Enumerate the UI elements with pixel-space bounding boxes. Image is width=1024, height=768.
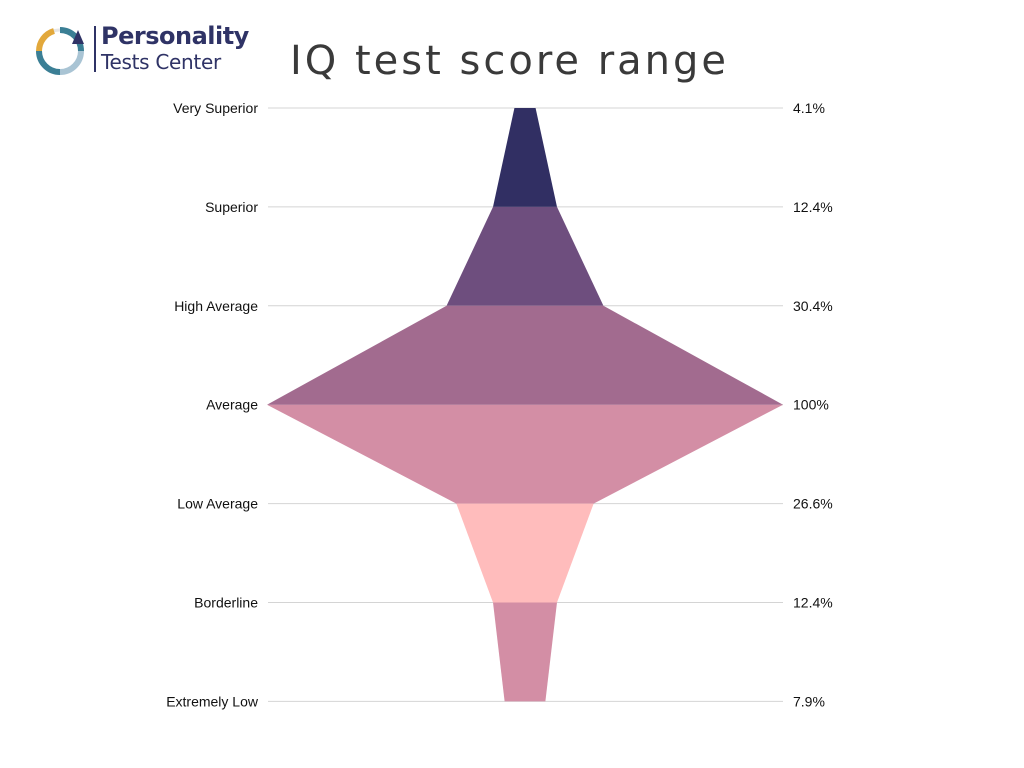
logo-wordmark-line1: Personality	[101, 22, 249, 50]
logo-divider	[94, 26, 96, 72]
funnel-segment	[446, 206, 604, 306]
category-label: Borderline	[194, 595, 258, 611]
value-label: 12.4%	[793, 199, 833, 215]
value-label: 4.1%	[793, 100, 825, 116]
chart-title: IQ test score range	[290, 38, 730, 84]
value-label: 26.6%	[793, 496, 833, 512]
funnel-segment	[493, 108, 557, 207]
category-label: High Average	[174, 298, 258, 314]
funnel-segment	[493, 602, 557, 702]
value-label: 100%	[793, 397, 829, 413]
logo-ring-icon	[36, 27, 84, 75]
category-label: Superior	[205, 199, 258, 215]
category-label: Extremely Low	[166, 693, 259, 709]
category-label: Very Superior	[173, 100, 258, 116]
category-label: Low Average	[177, 496, 258, 512]
funnel-segment	[267, 404, 783, 504]
category-label: Average	[206, 397, 258, 413]
funnel-segment	[267, 305, 783, 405]
value-label: 7.9%	[793, 693, 825, 709]
brand-logo: Personality Tests Center	[34, 22, 264, 78]
funnel-segment	[456, 503, 594, 603]
logo-wordmark-line2: Tests Center	[101, 50, 221, 74]
value-label: 12.4%	[793, 595, 833, 611]
value-label: 30.4%	[793, 298, 833, 314]
